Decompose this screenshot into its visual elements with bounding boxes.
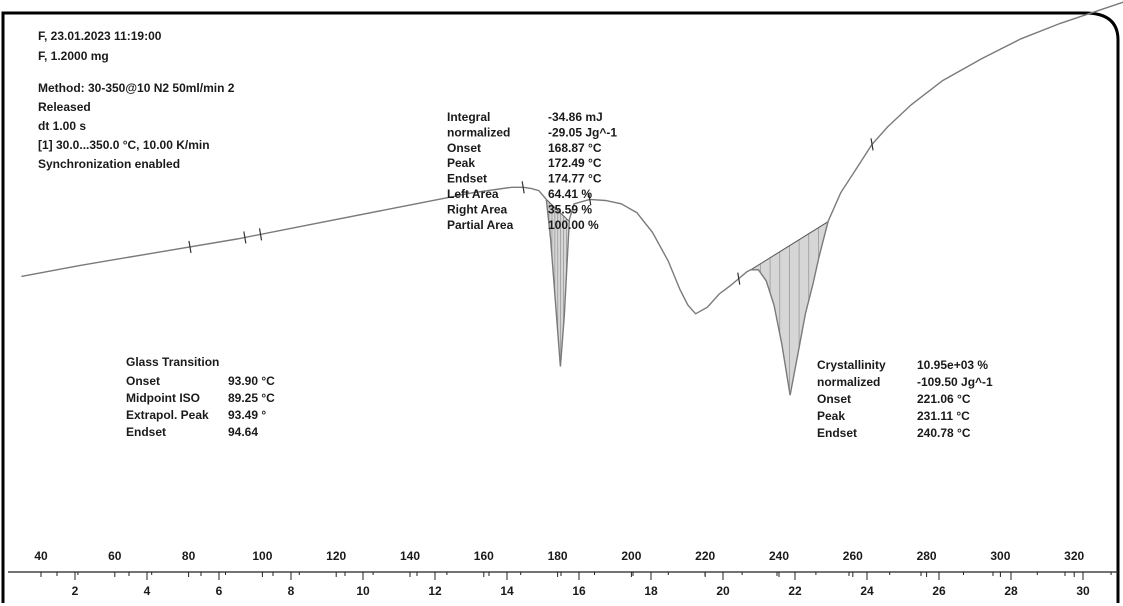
temperature-tick-label: 240 xyxy=(769,549,789,563)
crystallinity-row-value: 10.95e+03 % xyxy=(917,358,988,372)
crystallinity-table: Crystallinity 10.95e+03 % normalized -109.… xyxy=(817,358,993,440)
chart-frame xyxy=(1,11,1120,603)
integral-row-value: -34.86 mJ xyxy=(548,110,603,124)
crystallinity-row-label: Onset xyxy=(817,392,851,406)
temperature-tick-label: 80 xyxy=(182,549,196,563)
integral-row-value: 172.49 °C xyxy=(548,156,602,170)
time-axis-ticks: 2 4 6 8 10 12 14 16 18 20 22 24 26 28 30 xyxy=(56,572,1090,598)
peak1-integral-table: Integral -34.86 mJ normalized -29.05 Jg^-1… xyxy=(447,110,617,232)
glass-row-value: 94.64 xyxy=(228,425,258,439)
occlusion-glass xyxy=(286,420,306,465)
curve-marker xyxy=(521,181,525,194)
temperature-axis-ticks: 40 60 80 100 120 140 160 180 200 220 240 260 280 300 3… xyxy=(34,549,1112,577)
temperature-tick-label: 40 xyxy=(34,549,48,563)
temperature-tick-label: 280 xyxy=(917,549,937,563)
crystallinity-row-label: normalized xyxy=(817,375,880,389)
integral-row-value: 35.59 % xyxy=(548,202,592,216)
dsc-curve xyxy=(21,1,1123,396)
method-line-1: Method: 30-350@10 N2 50ml/min 2 xyxy=(38,81,235,95)
temperature-tick-label: 180 xyxy=(548,549,568,563)
method-line-2: Released xyxy=(38,100,91,114)
integral-row-value: 168.87 °C xyxy=(548,141,602,155)
integral-row-label: Partial Area xyxy=(447,218,514,232)
method-line-4: [1] 30.0...350.0 °C, 10.00 K/min xyxy=(38,138,210,152)
header-info: F, 23.01.2023 11:19:00 F, 1.2000 mg Meth… xyxy=(38,29,235,171)
header-line-2: F, 1.2000 mg xyxy=(38,49,109,63)
glass-row-label: Endset xyxy=(126,425,166,439)
time-tick-label: 26 xyxy=(932,584,946,598)
crystallinity-row-label: Endset xyxy=(817,426,857,440)
time-tick-label: 28 xyxy=(1004,584,1018,598)
curve-marker xyxy=(588,193,592,206)
temperature-tick-label: 120 xyxy=(326,549,346,563)
crystallinity-row-value: 221.06 °C xyxy=(917,392,971,406)
glass-transition-title: Glass Transition xyxy=(126,355,219,369)
integral-row-label: normalized xyxy=(447,125,510,139)
temperature-tick-label: 220 xyxy=(695,549,715,563)
curve-marker xyxy=(258,228,263,241)
integral-row-value: 100.00 % xyxy=(548,218,599,232)
glass-row-label: Extrapol. Peak xyxy=(126,408,209,422)
time-tick-label: 24 xyxy=(860,584,874,598)
time-tick-label: 6 xyxy=(216,584,223,598)
temperature-tick-label: 160 xyxy=(474,549,494,563)
integral-row-value: 174.77 °C xyxy=(548,172,602,186)
temperature-tick-label: 60 xyxy=(108,549,122,563)
occlusion-gap xyxy=(560,448,830,470)
time-tick-label: 4 xyxy=(144,584,151,598)
glass-row-value: 93.90 °C xyxy=(228,374,275,388)
peak1-baseline xyxy=(545,198,570,222)
integral-row-label: Peak xyxy=(447,156,475,170)
temperature-tick-label: 100 xyxy=(252,549,272,563)
glass-row-label: Midpoint ISO xyxy=(126,391,200,405)
time-tick-label: 30 xyxy=(1076,584,1090,598)
header-line-1: F, 23.01.2023 11:19:00 xyxy=(38,29,162,43)
crystallinity-row-value: -109.50 Jg^-1 xyxy=(917,375,993,389)
time-tick-label: 10 xyxy=(356,584,370,598)
time-tick-label: 20 xyxy=(716,584,730,598)
curve-marker xyxy=(188,240,192,254)
temperature-tick-label: 140 xyxy=(400,549,420,563)
temperature-tick-label: 200 xyxy=(621,549,641,563)
temperature-tick-label: 320 xyxy=(1064,549,1084,563)
integral-row-label: Endset xyxy=(447,172,487,186)
integral-row-label: Left Area xyxy=(447,187,499,201)
time-tick-label: 18 xyxy=(644,584,658,598)
curve-marker xyxy=(737,272,741,285)
glass-row-value: 89.25 °C xyxy=(228,391,275,405)
temperature-tick-label: 300 xyxy=(990,549,1010,563)
time-tick-label: 2 xyxy=(72,584,79,598)
glass-row-value: 93.49 ° xyxy=(228,408,266,422)
integral-row-label: Right Area xyxy=(447,202,508,216)
time-tick-label: 16 xyxy=(572,584,586,598)
integral-row-label: Integral xyxy=(447,110,490,124)
integral-row-label: Onset xyxy=(447,141,481,155)
temperature-tick-label: 260 xyxy=(843,549,863,563)
crystallinity-row-value: 231.11 °C xyxy=(917,409,970,423)
curve-markers xyxy=(188,138,874,285)
time-tick-label: 12 xyxy=(428,584,442,598)
crystallinity-row-label: Crystallinity xyxy=(817,358,886,372)
glass-transition-table: Glass Transition Onset 93.90 °C Midpoint IS… xyxy=(126,355,275,439)
integral-row-value: 64.41 % xyxy=(548,187,592,201)
curve-marker xyxy=(243,231,247,244)
crystallinity-row-value: 240.78 °C xyxy=(917,426,971,440)
method-line-5: Synchronization enabled xyxy=(38,157,180,171)
integral-row-value: -29.05 Jg^-1 xyxy=(548,125,617,139)
time-tick-label: 14 xyxy=(500,584,514,598)
curve-marker xyxy=(870,138,874,151)
peak2-baseline xyxy=(750,221,829,271)
crystallinity-row-label: Peak xyxy=(817,409,845,423)
time-tick-label: 8 xyxy=(288,584,295,598)
method-line-3: dt 1.00 s xyxy=(38,119,86,133)
glass-row-label: Onset xyxy=(126,374,160,388)
time-tick-label: 22 xyxy=(788,584,802,598)
